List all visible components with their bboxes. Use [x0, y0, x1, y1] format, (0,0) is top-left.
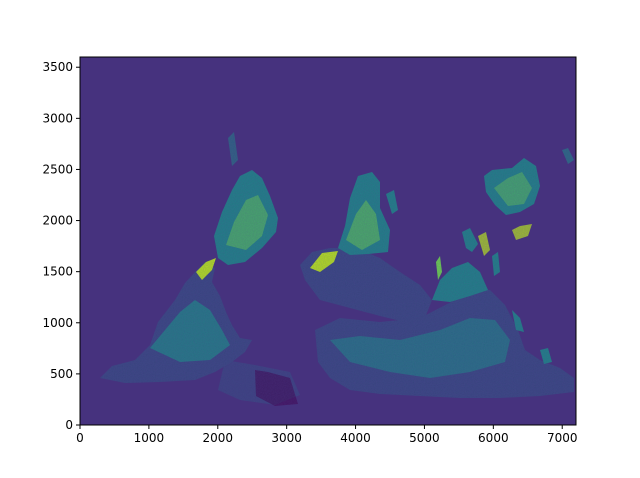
y-axis: 0 500 1000 1500 2000 2500 3000 3500 — [42, 60, 80, 432]
land-region — [512, 224, 532, 240]
land-region — [462, 228, 478, 252]
y-tick-label: 2000 — [42, 214, 73, 228]
x-axis: 0 1000 2000 3000 4000 5000 6000 7000 — [76, 425, 577, 445]
land-region — [540, 348, 552, 364]
land-region — [150, 300, 230, 362]
heatmap-image — [80, 57, 576, 425]
y-tick-label: 2500 — [42, 162, 73, 176]
y-tick-label: 3000 — [42, 111, 73, 125]
x-tick-label: 6000 — [478, 431, 509, 445]
land-region — [330, 318, 510, 378]
y-tick-label: 3500 — [42, 60, 73, 74]
land-region — [310, 251, 338, 272]
x-tick-label: 2000 — [203, 431, 234, 445]
x-tick-label: 4000 — [340, 431, 371, 445]
land-region — [494, 172, 532, 206]
y-tick-label: 0 — [65, 418, 73, 432]
x-tick-label: 1000 — [134, 431, 165, 445]
land-region — [432, 262, 488, 302]
x-tick-label: 5000 — [409, 431, 440, 445]
land-region — [492, 252, 500, 276]
x-tick-label: 7000 — [547, 431, 578, 445]
y-tick-label: 1000 — [42, 316, 73, 330]
land-region — [562, 148, 574, 164]
x-tick-label: 3000 — [271, 431, 302, 445]
land-region — [436, 256, 442, 280]
land-region — [196, 258, 216, 280]
land-masses — [100, 132, 574, 406]
y-tick-label: 500 — [50, 367, 73, 381]
land-region — [512, 310, 524, 332]
land-region — [478, 232, 490, 256]
land-region — [386, 190, 398, 214]
y-tick-label: 1500 — [42, 265, 73, 279]
land-region — [346, 200, 380, 250]
x-tick-label: 0 — [76, 431, 84, 445]
land-region — [226, 195, 268, 250]
land-region — [255, 370, 298, 406]
land-region — [300, 248, 432, 322]
land-region — [228, 132, 238, 166]
plot-frame — [79, 56, 577, 426]
